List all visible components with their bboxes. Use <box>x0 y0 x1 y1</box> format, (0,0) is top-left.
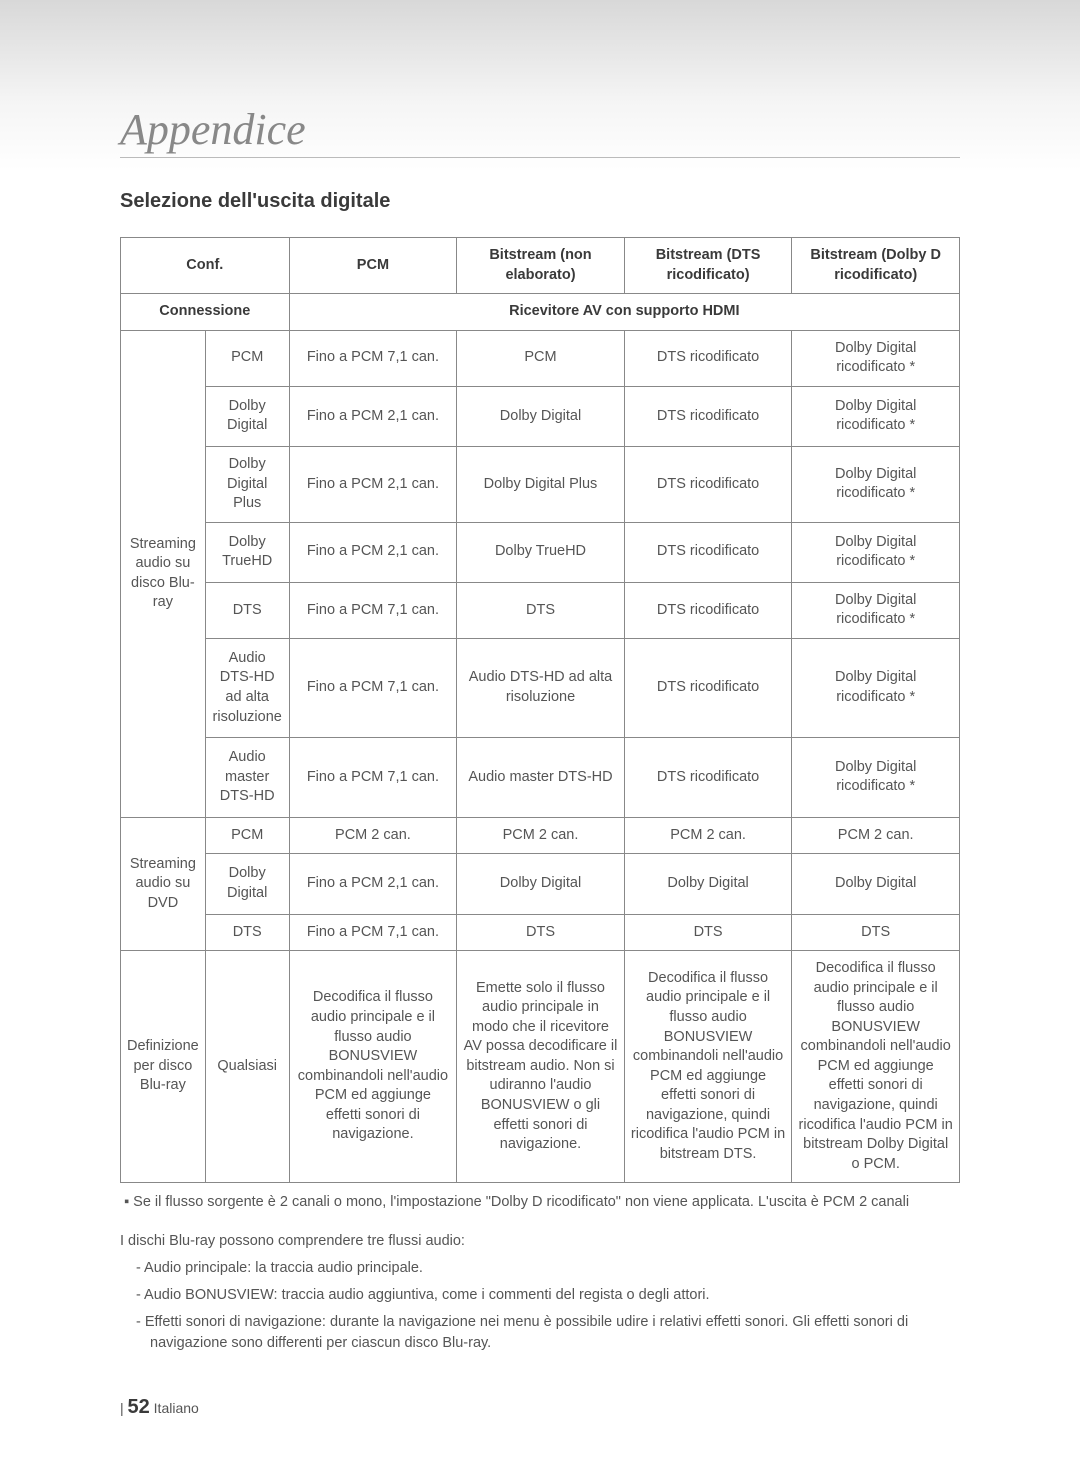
cell: DTS <box>624 914 792 951</box>
bullet-item: - Audio principale: la traccia audio pri… <box>120 1258 960 1279</box>
cell: DTS <box>457 582 625 638</box>
cell: PCM <box>457 330 625 386</box>
table-row: Dolby Digital Plus Fino a PCM 2,1 can. D… <box>121 446 960 522</box>
table-row: Audio DTS-HD ad alta risoluzione Fino a … <box>121 638 960 737</box>
th-pcm: PCM <box>289 238 457 294</box>
cell: Fino a PCM 7,1 can. <box>289 330 457 386</box>
page-sep: | <box>120 1400 124 1416</box>
cell: Fino a PCM 2,1 can. <box>289 522 457 582</box>
cell: DTS <box>792 914 960 951</box>
cell: Dolby Digital <box>457 386 625 446</box>
cell: Dolby Digital ricodificato * <box>792 386 960 446</box>
page-number: 52 <box>128 1396 150 1418</box>
cell: Emette solo il flusso audio principale i… <box>457 951 625 1183</box>
table-row: DTS Fino a PCM 7,1 can. DTS DTS ricodifi… <box>121 582 960 638</box>
cell: DTS ricodificato <box>624 638 792 737</box>
table-footnote: ▪ Se il flusso sorgente è 2 canali o mon… <box>120 1193 960 1213</box>
cell: Fino a PCM 7,1 can. <box>289 738 457 818</box>
cell: DTS <box>205 914 289 951</box>
group-bluray: Streaming audio su disco Blu-ray <box>121 330 206 817</box>
th-bitstream-dts: Bitstream (DTS ricodificato) <box>624 238 792 294</box>
cell: Qualsiasi <box>205 951 289 1183</box>
cell: Dolby Digital <box>205 386 289 446</box>
table-row: Dolby Digital Fino a PCM 2,1 can. Dolby … <box>121 854 960 914</box>
table-row: Definizione per disco Blu-ray Qualsiasi … <box>121 951 960 1183</box>
cell: Fino a PCM 7,1 can. <box>289 914 457 951</box>
cell: Dolby Digital Plus <box>205 446 289 522</box>
table-conn-row: Connessione Ricevitore AV con supporto H… <box>121 294 960 331</box>
bullet-item: - Audio BONUSVIEW: traccia audio aggiunt… <box>120 1285 960 1306</box>
cell: PCM <box>205 330 289 386</box>
cell: PCM <box>205 817 289 854</box>
cell: Dolby Digital ricodificato * <box>792 638 960 737</box>
cell: Dolby TrueHD <box>457 522 625 582</box>
output-selection-table: Conf. PCM Bitstream (non elaborato) Bits… <box>120 237 960 1183</box>
cell: Audio master DTS-HD <box>457 738 625 818</box>
cell: Audio DTS-HD ad alta risoluzione <box>205 638 289 737</box>
cell: Dolby Digital ricodificato * <box>792 522 960 582</box>
table-row: Audio master DTS-HD Fino a PCM 7,1 can. … <box>121 738 960 818</box>
th-bitstream-nonelab: Bitstream (non elaborato) <box>457 238 625 294</box>
table-row: Streaming audio su disco Blu-ray PCM Fin… <box>121 330 960 386</box>
subtitle: Selezione dell'uscita digitale <box>120 190 960 213</box>
group-dvd: Streaming audio su DVD <box>121 817 206 950</box>
cell: Decodifica il flusso audio principale e … <box>624 951 792 1183</box>
cell: Decodifica il flusso audio principale e … <box>289 951 457 1183</box>
cell: Fino a PCM 2,1 can. <box>289 446 457 522</box>
cell: Dolby TrueHD <box>205 522 289 582</box>
cell: Dolby Digital ricodificato * <box>792 582 960 638</box>
th-conf: Conf. <box>121 238 290 294</box>
cell: Fino a PCM 7,1 can. <box>289 582 457 638</box>
content: Selezione dell'uscita digitale Conf. PCM… <box>0 170 1080 1354</box>
th-ricevitore: Ricevitore AV con supporto HDMI <box>289 294 959 331</box>
cell: Dolby Digital ricodificato * <box>792 738 960 818</box>
cell: Dolby Digital ricodificato * <box>792 446 960 522</box>
bullet-item: - Effetti sonori di navigazione: durante… <box>120 1312 960 1354</box>
cell: Dolby Digital <box>624 854 792 914</box>
header-band: Appendice <box>0 0 1080 170</box>
cell: DTS ricodificato <box>624 738 792 818</box>
title-underline <box>120 157 960 158</box>
cell: DTS ricodificato <box>624 386 792 446</box>
cell: PCM 2 can. <box>457 817 625 854</box>
cell: Dolby Digital <box>205 854 289 914</box>
cell: Dolby Digital Plus <box>457 446 625 522</box>
cell: Fino a PCM 2,1 can. <box>289 386 457 446</box>
table-header-row: Conf. PCM Bitstream (non elaborato) Bits… <box>121 238 960 294</box>
table-row: Dolby TrueHD Fino a PCM 2,1 can. Dolby T… <box>121 522 960 582</box>
cell: Fino a PCM 2,1 can. <box>289 854 457 914</box>
table-row: Dolby Digital Fino a PCM 2,1 can. Dolby … <box>121 386 960 446</box>
table-row: DTS Fino a PCM 7,1 can. DTS DTS DTS <box>121 914 960 951</box>
paragraph: I dischi Blu-ray possono comprendere tre… <box>120 1231 960 1252</box>
cell: Decodifica il flusso audio principale e … <box>792 951 960 1183</box>
cell: DTS ricodificato <box>624 330 792 386</box>
cell: Dolby Digital <box>457 854 625 914</box>
cell: Fino a PCM 7,1 can. <box>289 638 457 737</box>
th-bitstream-dolby: Bitstream (Dolby D ricodificato) <box>792 238 960 294</box>
cell: PCM 2 can. <box>289 817 457 854</box>
th-connessione: Connessione <box>121 294 290 331</box>
page-footer: | 52 Italiano <box>120 1396 199 1419</box>
cell: DTS <box>205 582 289 638</box>
cell: DTS ricodificato <box>624 446 792 522</box>
cell: Dolby Digital <box>792 854 960 914</box>
cell: Audio master DTS-HD <box>205 738 289 818</box>
cell: DTS <box>457 914 625 951</box>
cell: PCM 2 can. <box>624 817 792 854</box>
page-title: Appendice <box>120 104 306 155</box>
table-row: Streaming audio su DVD PCM PCM 2 can. PC… <box>121 817 960 854</box>
cell: DTS ricodificato <box>624 522 792 582</box>
page-lang: Italiano <box>154 1400 199 1416</box>
cell: DTS ricodificato <box>624 582 792 638</box>
cell: Dolby Digital ricodificato * <box>792 330 960 386</box>
cell: PCM 2 can. <box>792 817 960 854</box>
cell: Audio DTS-HD ad alta risoluzione <box>457 638 625 737</box>
group-def: Definizione per disco Blu-ray <box>121 951 206 1183</box>
